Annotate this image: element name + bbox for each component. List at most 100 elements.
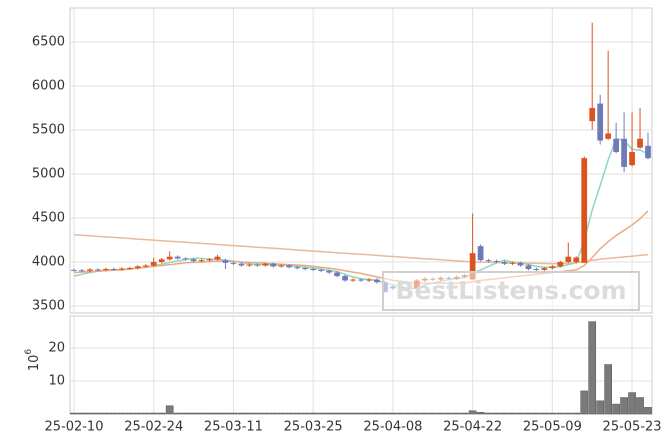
volume-bar: [500, 412, 509, 415]
volume-bar: [110, 412, 118, 415]
volume-bar: [269, 412, 278, 415]
volume-bar: [349, 412, 357, 415]
volume-bar: [436, 412, 445, 415]
volume-bar: [165, 405, 174, 415]
volume-bar: [588, 321, 597, 415]
volume-bar: [373, 412, 381, 415]
volume-bar: [412, 412, 421, 415]
candle-body: [637, 138, 643, 148]
volume-bar: [572, 412, 581, 415]
candle-body: [126, 268, 133, 270]
volume-axis-base: 10: [27, 355, 42, 372]
volume-bar: [612, 403, 620, 415]
candle-body: [206, 259, 213, 261]
volume-bar: [452, 412, 461, 415]
price-panel: [69, 7, 653, 314]
volume-bar: [596, 400, 605, 415]
candle-body: [182, 258, 189, 260]
candle-body: [286, 265, 293, 268]
candle-body: [485, 260, 492, 262]
volume-bar: [149, 412, 158, 415]
x-tick-label: 25-04-08: [363, 420, 422, 435]
candle-body: [302, 268, 309, 270]
candle-body: [477, 246, 484, 261]
candle-body: [150, 261, 157, 266]
candle-body: [95, 269, 101, 271]
y-tick-label: 5500: [32, 122, 65, 137]
candle-body: [621, 138, 627, 167]
candle-body: [79, 270, 85, 272]
candle-body: [214, 256, 221, 260]
y2-tick-label: 20: [48, 341, 65, 356]
volume-bar: [197, 412, 206, 415]
volume-bar: [253, 412, 262, 415]
candle-body: [342, 276, 348, 281]
volume-bar: [94, 412, 102, 415]
volume-bar: [125, 412, 134, 415]
candle-body: [334, 272, 340, 277]
candle-body: [613, 138, 619, 152]
volume-bar: [389, 412, 397, 415]
candle-body: [110, 269, 117, 271]
candle-body: [310, 269, 317, 271]
volume-bar: [317, 412, 325, 415]
volume-bar: [117, 412, 126, 415]
watermark-box: [382, 271, 640, 311]
volume-bar: [78, 412, 86, 415]
volume-bar: [580, 390, 589, 415]
candle-body: [525, 265, 532, 270]
volume-bar: [173, 412, 182, 415]
volume-bar: [636, 397, 644, 415]
volume-bar: [293, 412, 302, 415]
candle-body: [158, 259, 165, 262]
volume-bar: [556, 412, 565, 415]
volume-bar: [102, 412, 110, 415]
watermark: BestListens.com: [395, 276, 626, 305]
volume-bar: [309, 412, 318, 415]
candle-body: [71, 269, 77, 271]
volume-bar: [70, 412, 78, 415]
volume-bar: [365, 412, 373, 415]
candle-body: [374, 279, 380, 283]
candle-body: [573, 257, 580, 262]
volume-bar: [468, 410, 477, 415]
volume-bar: [484, 412, 493, 415]
candle-body: [501, 261, 508, 264]
candle-body: [270, 263, 277, 267]
volume-bar: [285, 412, 294, 415]
y-tick-label: 4000: [32, 254, 65, 269]
volume-bar: [261, 412, 270, 415]
volume-bar: [157, 412, 166, 415]
y2-tick-label: 10: [48, 374, 65, 389]
candle-body: [198, 260, 205, 262]
x-tick-label: 25-02-10: [44, 420, 103, 435]
candle-body: [597, 103, 604, 141]
volume-bar: [540, 412, 549, 415]
x-tick-label: 25-03-25: [284, 420, 343, 435]
candle-body: [262, 263, 269, 266]
volume-bar: [141, 412, 150, 415]
candle-body: [326, 270, 332, 273]
volume-bar: [397, 412, 405, 415]
volume-bar: [492, 412, 501, 415]
candle-body: [589, 107, 596, 122]
volume-bar: [524, 412, 533, 415]
volume-bar: [628, 392, 636, 415]
volume-bar: [221, 412, 230, 415]
x-tick-label: 25-02-24: [124, 420, 183, 435]
candle-body: [366, 279, 372, 281]
y-tick-label: 4500: [32, 210, 65, 225]
volume-bar: [404, 412, 413, 415]
volume-bar: [516, 412, 525, 415]
moving-average-line: [73, 233, 649, 265]
x-tick-label: 25-03-11: [204, 420, 263, 435]
volume-bar: [205, 412, 214, 415]
candle-body: [557, 261, 564, 267]
volume-bar: [604, 364, 612, 415]
candle-body: [581, 158, 588, 263]
volume-bar: [333, 412, 341, 415]
volume-bar: [189, 412, 198, 415]
volume-bar: [325, 412, 333, 415]
x-tick-label: 25-05-09: [523, 420, 582, 435]
